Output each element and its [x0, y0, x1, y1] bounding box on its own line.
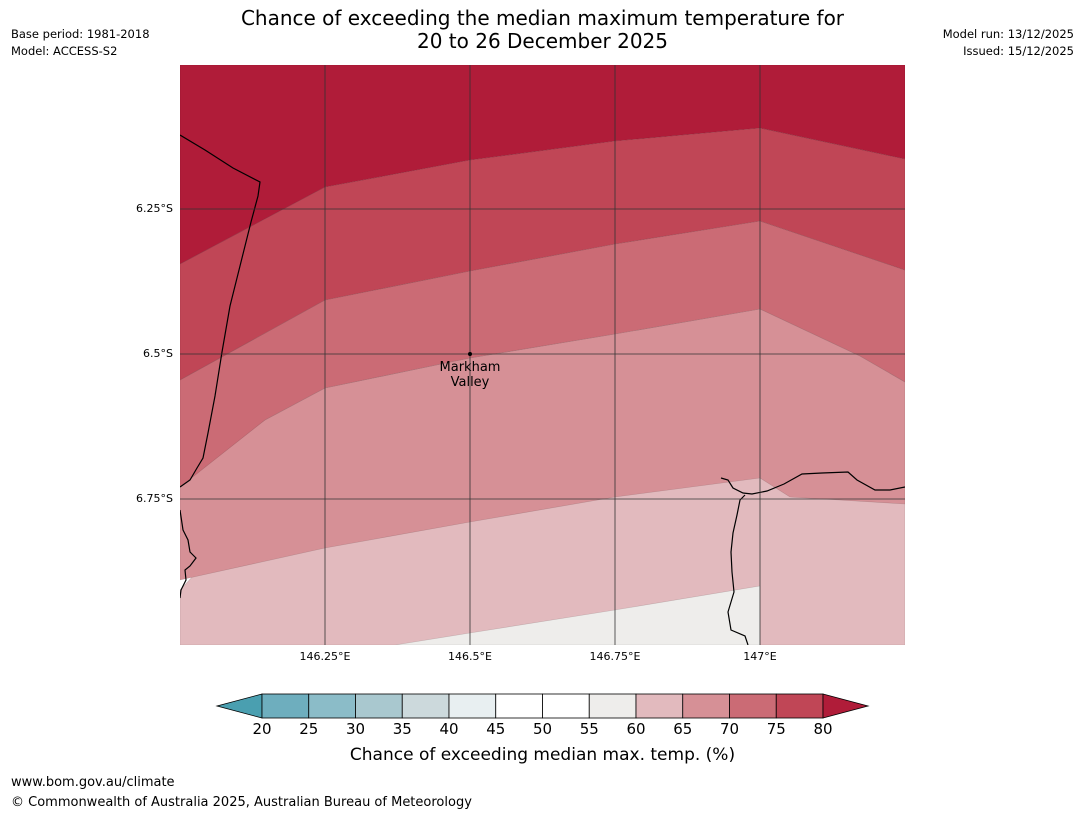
- colorbar-tick-label: 40: [439, 720, 459, 738]
- footer-copyright: © Commonwealth of Australia 2025, Austra…: [11, 795, 472, 810]
- footer-url[interactable]: www.bom.gov.au/climate: [11, 775, 175, 790]
- lon-label-146-75e: 146.75°E: [589, 650, 641, 663]
- base-period: Base period: 1981-2018: [11, 27, 150, 41]
- colorbar-tick-label: 50: [532, 720, 553, 738]
- coastline-west: [180, 134, 261, 488]
- colorbar-cell-60-65: [635, 693, 684, 719]
- coastline-southwest: [180, 509, 197, 599]
- lat-label-6-75s: 6.75°S: [136, 492, 173, 505]
- colorbar-tick-label: 70: [719, 720, 740, 738]
- colorbar-title: Chance of exceeding median max. temp. (%…: [349, 745, 736, 765]
- colorbar-cell-20-25: [261, 693, 310, 719]
- colorbar-cell-65-70: [682, 693, 730, 719]
- lon-label-146-5e: 146.5°E: [448, 650, 492, 663]
- colorbar-low-extension: [215, 693, 263, 719]
- place-name-line-1: Markham: [439, 360, 501, 375]
- colorbar-tick-label: 55: [579, 720, 599, 738]
- colorbar-cell-75-80: [775, 693, 824, 719]
- colorbar-tick-label: 20: [252, 720, 272, 738]
- colorbar-cell-70-75: [729, 693, 777, 719]
- lon-label-147e: 147°E: [743, 650, 777, 663]
- meta-left: Base period: 1981-2018 Model: ACCESS-S2: [11, 26, 150, 60]
- colorbar-cell-50-55: [542, 693, 590, 719]
- colorbar-tick-label: 80: [813, 720, 833, 738]
- colorbar-cell-55-60: [588, 693, 637, 719]
- coastline-huon-gulf: [720, 471, 905, 495]
- colorbar-high-extension: [822, 693, 870, 719]
- lon-label-146-25e: 146.25°E: [299, 650, 351, 663]
- colorbar-cell-25-30: [308, 693, 356, 719]
- colorbar-tick-label: 75: [766, 720, 786, 738]
- colorbar-tick-label: 65: [673, 720, 693, 738]
- colorbar-cell-30-35: [355, 693, 403, 719]
- map-title: Chance of exceeding the median maximum t…: [0, 7, 1085, 53]
- lat-label-6-5s: 6.5°S: [143, 347, 173, 360]
- colorbar-tick-label: 45: [486, 720, 506, 738]
- place-label-markham-valley: Markham Valley: [410, 360, 530, 390]
- colorbar-tick-label: 60: [626, 720, 646, 738]
- colorbar-cell-40-45: [448, 693, 497, 719]
- model-name: Model: ACCESS-S2: [11, 44, 118, 58]
- colorbar-cell-35-40: [401, 693, 450, 719]
- place-name-line-2: Valley: [450, 375, 490, 390]
- lat-label-6-25s: 6.25°S: [136, 202, 173, 215]
- colorbar: [215, 693, 870, 719]
- colorbar-cell-45-50: [495, 693, 543, 719]
- meta-right: Model run: 13/12/2025 Issued: 15/12/2025: [943, 26, 1074, 60]
- title-line-1: Chance of exceeding the median maximum t…: [240, 6, 845, 30]
- issued-date: Issued: 15/12/2025: [963, 44, 1074, 58]
- markham-valley-marker: [468, 352, 472, 356]
- coastline-east: [727, 494, 749, 645]
- band-70-75: [180, 220, 905, 488]
- colorbar-tick-label: 25: [299, 720, 319, 738]
- model-run: Model run: 13/12/2025: [942, 27, 1074, 41]
- title-line-2: 20 to 26 December 2025: [416, 29, 668, 53]
- colorbar-tick-label: 35: [392, 720, 412, 738]
- colorbar-tick-label: 30: [345, 720, 366, 738]
